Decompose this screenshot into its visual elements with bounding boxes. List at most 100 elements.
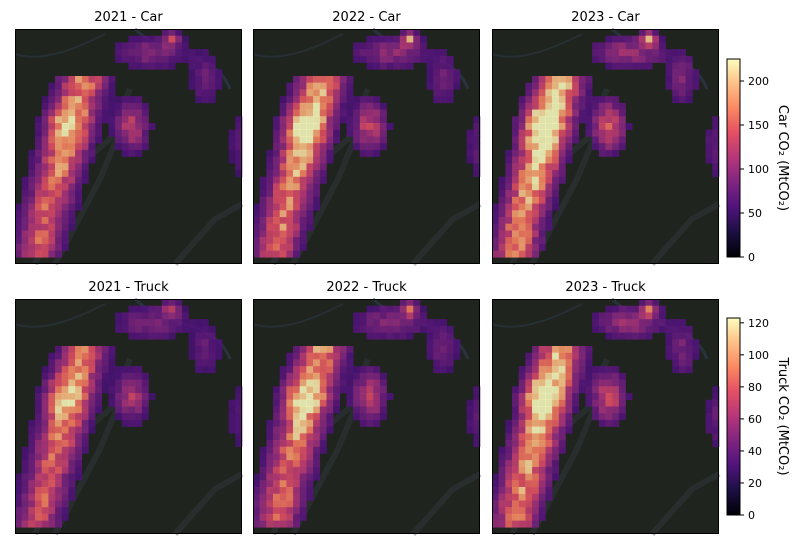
heatmap-cell: [273, 513, 281, 521]
heatmap-cell: [306, 89, 314, 97]
heatmap-cell: [532, 203, 540, 211]
heatmap-cell: [61, 419, 69, 427]
heatmap-cell: [592, 116, 600, 124]
heatmap-cell: [75, 109, 83, 117]
heatmap-cell: [175, 319, 183, 327]
heatmap-cell: [55, 453, 63, 461]
heatmap-cell: [492, 493, 499, 501]
heatmap-cell: [141, 42, 149, 50]
heatmap-cell: [645, 55, 653, 63]
heatmap-cell: [645, 319, 653, 327]
heatmap-cell: [545, 176, 553, 184]
heatmap-cell: [598, 143, 606, 151]
heatmap-cell: [525, 366, 533, 374]
heatmap-cell: [115, 136, 123, 144]
heatmap-cell: [605, 332, 613, 340]
heatmap-cell: [61, 386, 69, 394]
heatmap-cell: [48, 366, 56, 374]
heatmap-cell: [61, 102, 69, 110]
heatmap-cell: [538, 196, 546, 204]
heatmap-cell: [61, 129, 69, 137]
heatmap-cell: [545, 170, 553, 178]
heatmap-cell: [532, 143, 540, 151]
heatmap-cell: [313, 136, 321, 144]
heatmap-cell: [61, 393, 69, 401]
panel-title: 2022 - Car: [332, 10, 401, 25]
heatmap-cell: [28, 163, 36, 171]
heatmap-cell: [545, 183, 553, 191]
heatmap-cell: [228, 406, 236, 414]
heatmap-cell: [313, 399, 321, 407]
heatmap-cell: [658, 312, 666, 320]
heatmap-cell: [658, 319, 666, 327]
heatmap-cell: [326, 399, 334, 407]
heatmap-cell: [41, 466, 49, 474]
heatmap-cell: [273, 123, 281, 131]
heatmap-cell: [55, 366, 63, 374]
heatmap-cell: [552, 466, 560, 474]
heatmap-cell: [359, 312, 367, 320]
heatmap-cell: [525, 237, 533, 245]
heatmap-cell: [293, 359, 301, 367]
heatmap-cell: [333, 352, 341, 360]
heatmap-cell: [128, 312, 136, 320]
heatmap-cell: [259, 217, 267, 225]
heatmap-cell: [605, 312, 613, 320]
heatmap-cell: [68, 480, 76, 488]
heatmap-cell: [68, 419, 76, 427]
heatmap-cell: [353, 129, 361, 137]
heatmap-cell: [41, 123, 49, 131]
heatmap-cell: [565, 123, 573, 131]
heatmap-cell: [572, 379, 580, 387]
heatmap-cell: [61, 359, 69, 367]
heatmap-cell: [81, 419, 89, 427]
heatmap-cell: [293, 393, 301, 401]
heatmap-cell: [512, 466, 520, 474]
heatmap-cell: [446, 346, 454, 354]
heatmap-cell: [625, 319, 633, 327]
heatmap-cell: [545, 109, 553, 117]
heatmap-cell: [525, 149, 533, 157]
heatmap-cell: [35, 149, 43, 157]
heatmap-cell: [299, 352, 307, 360]
heatmap-cell: [286, 82, 294, 90]
heatmap-cell: [293, 190, 301, 198]
heatmap-cell: [598, 406, 606, 414]
heatmap-cell: [598, 393, 606, 401]
heatmap-cell: [632, 62, 640, 70]
heatmap-cell: [518, 507, 526, 515]
heatmap-cell: [353, 413, 361, 421]
heatmap-cell: [585, 123, 593, 131]
heatmap-cell: [21, 513, 29, 521]
heatmap-cell: [353, 406, 361, 414]
heatmap-cell: [552, 352, 560, 360]
heatmap-cell: [498, 487, 506, 495]
heatmap-cell: [201, 352, 209, 360]
heatmap-cell: [266, 440, 274, 448]
heatmap-cell: [678, 62, 686, 70]
heatmap-cell: [279, 116, 287, 124]
heatmap-cell: [293, 170, 301, 178]
heatmap-panel-car-2021: 2021 - Car: [14, 10, 244, 266]
heatmap-cell: [313, 183, 321, 191]
heatmap-cell: [208, 339, 216, 347]
heatmap-cell: [512, 419, 520, 427]
heatmap-cell: [306, 156, 314, 164]
heatmap-cell: [61, 89, 69, 97]
heatmap-cell: [705, 399, 713, 407]
heatmap-cell: [399, 325, 407, 333]
heatmap-cell: [638, 29, 646, 37]
heatmap-cell: [473, 123, 481, 131]
heatmap-cell: [353, 399, 361, 407]
heatmap-cell: [393, 49, 401, 57]
heatmap-cell: [279, 250, 287, 258]
heatmap-cell: [712, 399, 720, 407]
heatmap-cell: [652, 55, 660, 63]
heatmap-cell: [299, 89, 307, 97]
heatmap-cell: [68, 102, 76, 110]
heatmap-cell: [545, 366, 553, 374]
heatmap-cell: [399, 319, 407, 327]
heatmap-cell: [433, 76, 441, 84]
heatmap-cell: [306, 393, 314, 401]
heatmap-cell: [235, 386, 243, 394]
